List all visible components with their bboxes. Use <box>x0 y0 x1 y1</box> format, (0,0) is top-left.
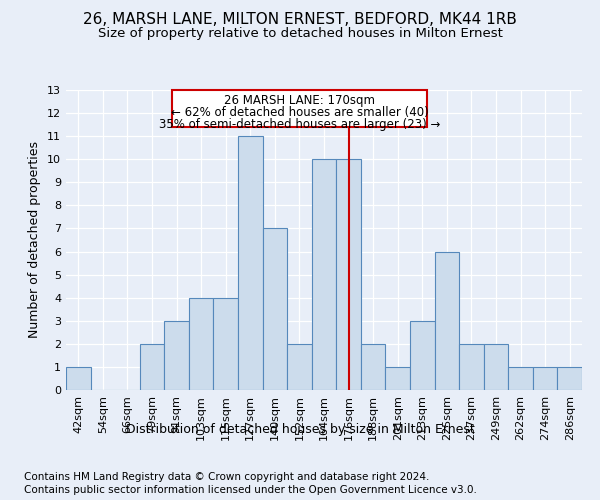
Bar <box>533 367 557 390</box>
Text: 26, MARSH LANE, MILTON ERNEST, BEDFORD, MK44 1RB: 26, MARSH LANE, MILTON ERNEST, BEDFORD, … <box>83 12 517 28</box>
Bar <box>508 367 533 390</box>
Bar <box>164 321 189 390</box>
Bar <box>214 298 238 390</box>
Bar <box>140 344 164 390</box>
Bar <box>263 228 287 390</box>
Bar <box>189 298 214 390</box>
Text: 35% of semi-detached houses are larger (23) →: 35% of semi-detached houses are larger (… <box>159 118 440 131</box>
Bar <box>287 344 312 390</box>
Text: Contains public sector information licensed under the Open Government Licence v3: Contains public sector information licen… <box>24 485 477 495</box>
Bar <box>385 367 410 390</box>
FancyBboxPatch shape <box>172 90 427 127</box>
Bar <box>66 367 91 390</box>
Text: 26 MARSH LANE: 170sqm: 26 MARSH LANE: 170sqm <box>224 94 375 107</box>
Text: Distribution of detached houses by size in Milton Ernest: Distribution of detached houses by size … <box>125 422 475 436</box>
Text: Size of property relative to detached houses in Milton Ernest: Size of property relative to detached ho… <box>98 28 502 40</box>
Bar <box>434 252 459 390</box>
Text: ← 62% of detached houses are smaller (40): ← 62% of detached houses are smaller (40… <box>170 106 428 119</box>
Bar <box>459 344 484 390</box>
Bar <box>410 321 434 390</box>
Y-axis label: Number of detached properties: Number of detached properties <box>28 142 41 338</box>
Text: Contains HM Land Registry data © Crown copyright and database right 2024.: Contains HM Land Registry data © Crown c… <box>24 472 430 482</box>
Bar <box>336 159 361 390</box>
Bar <box>238 136 263 390</box>
Bar <box>312 159 336 390</box>
Bar <box>484 344 508 390</box>
Bar <box>361 344 385 390</box>
Bar <box>557 367 582 390</box>
